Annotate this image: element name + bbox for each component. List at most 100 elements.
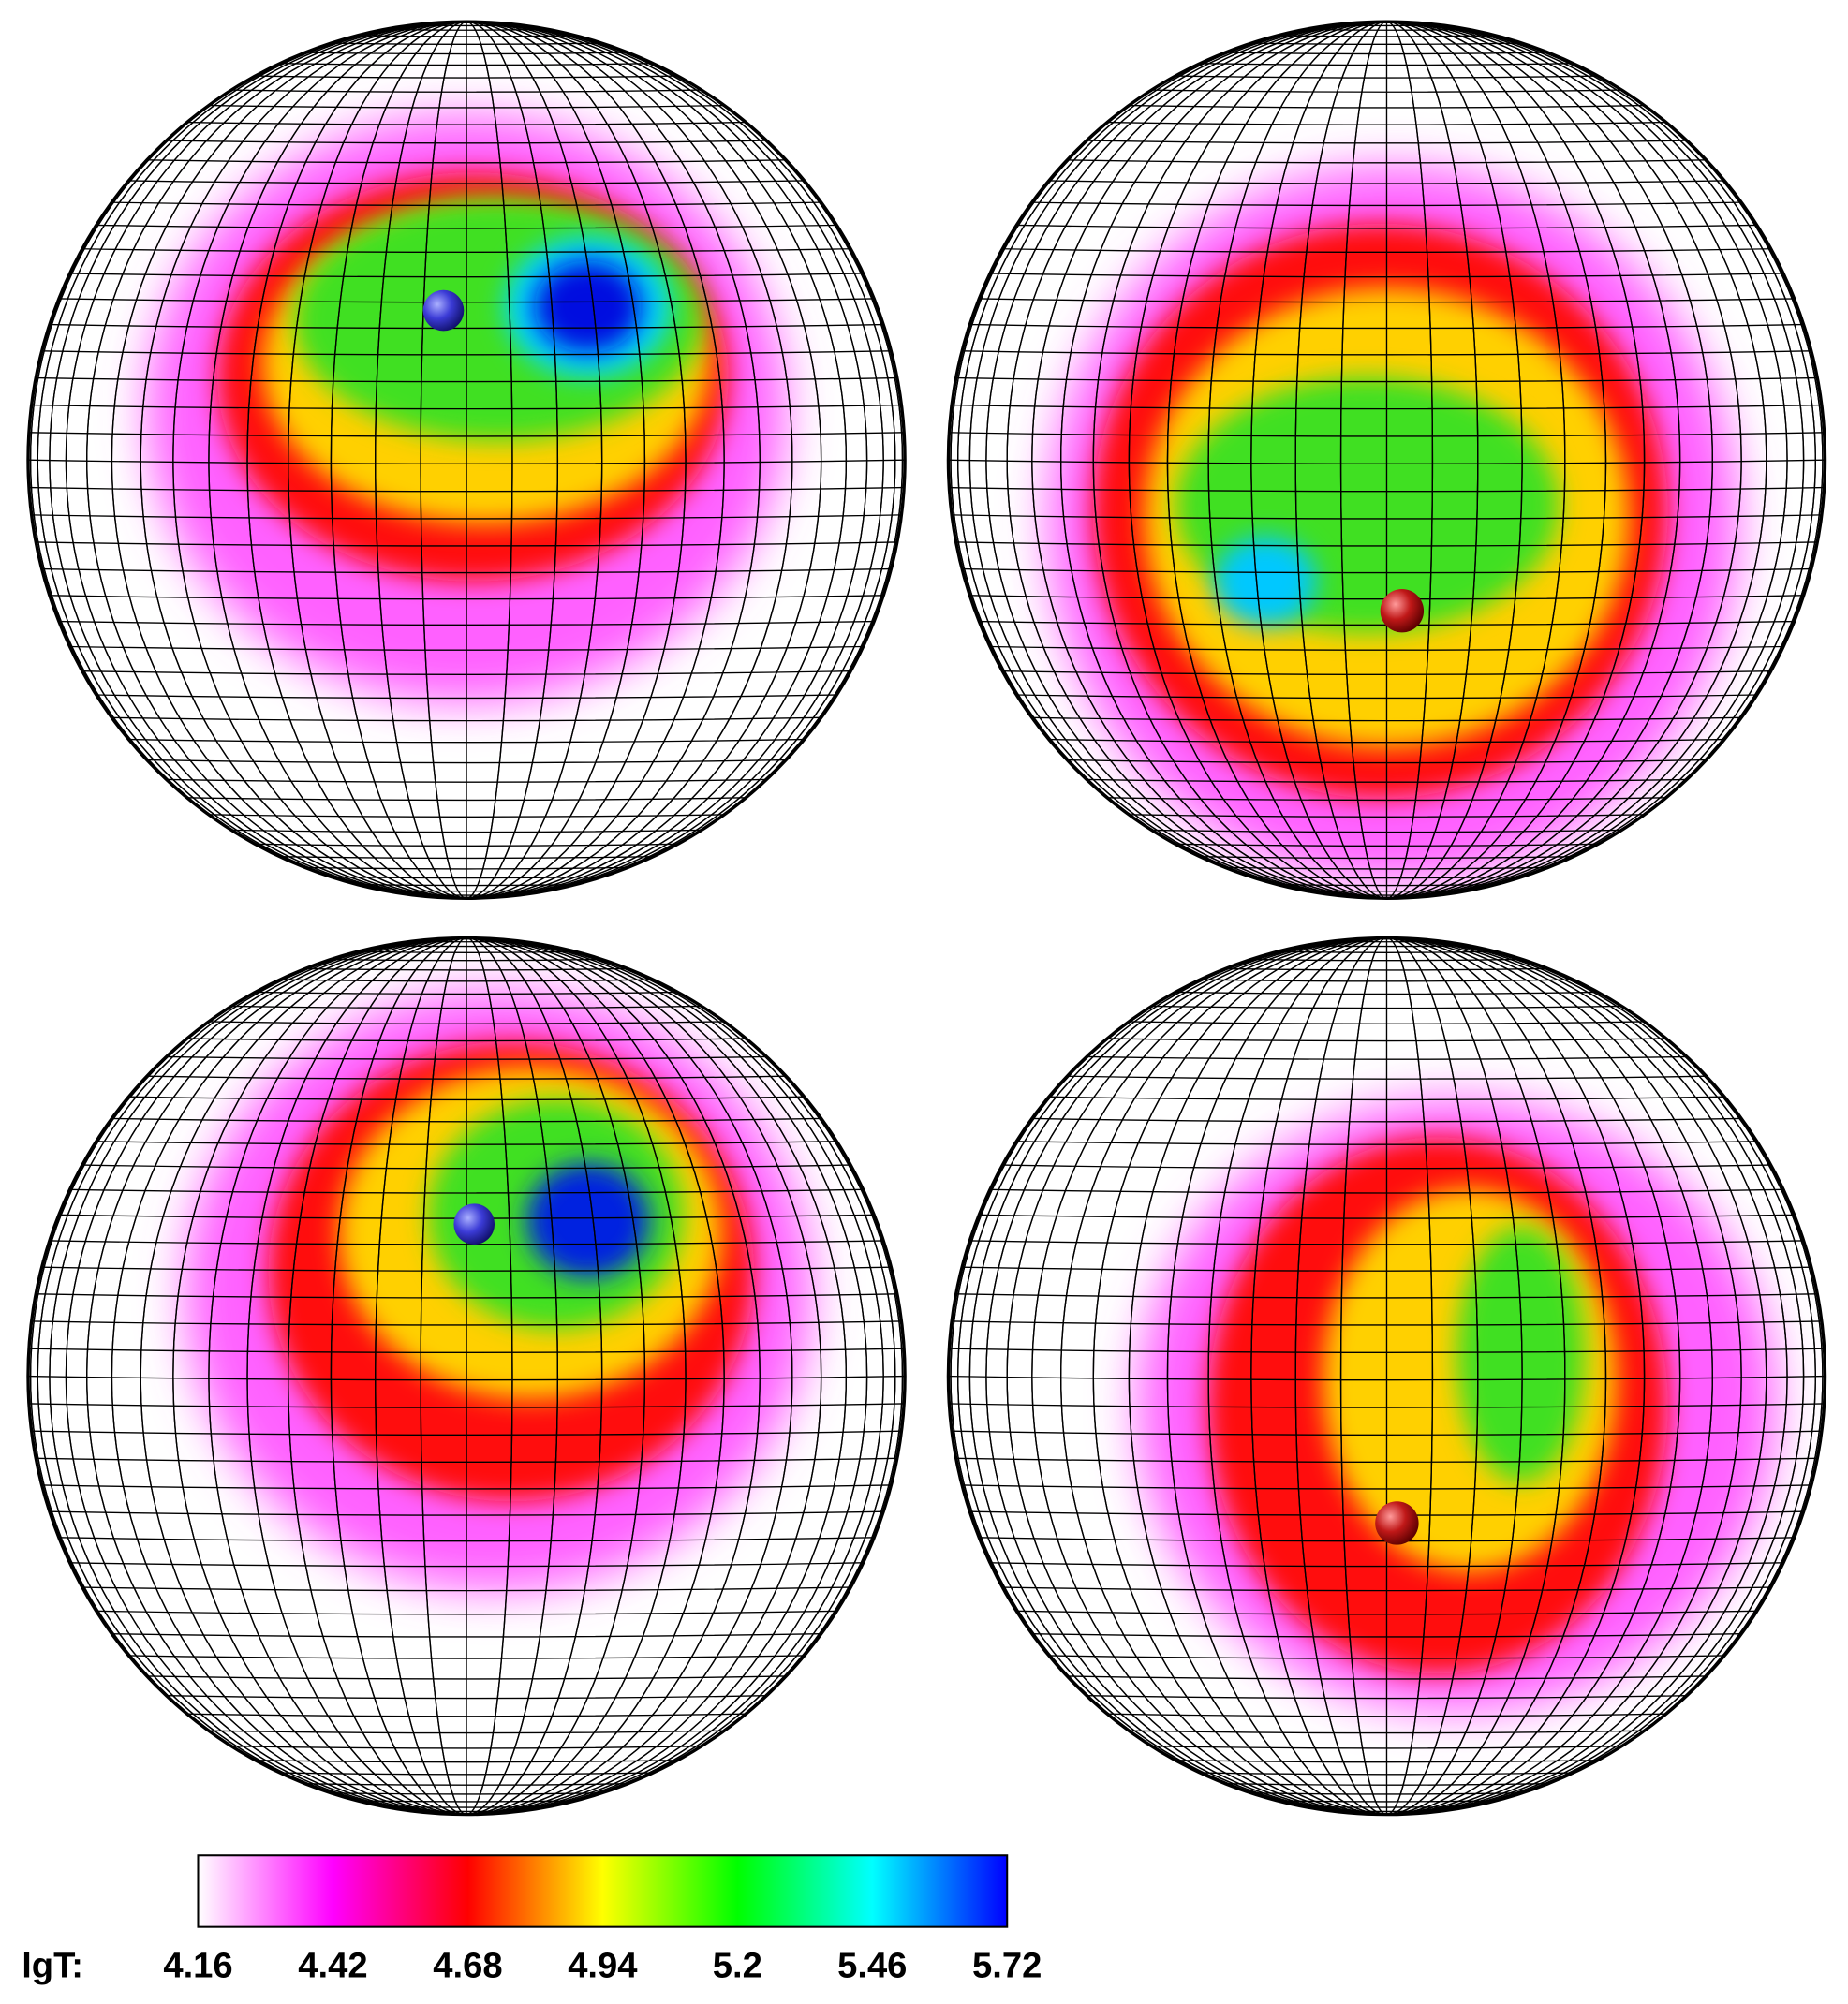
colorbar-tick-label: 4.42	[298, 1945, 367, 1985]
latitude-line	[1002, 1164, 1771, 1170]
latitude-line	[166, 778, 767, 783]
latitude-line	[979, 298, 1795, 303]
latitude-line	[1016, 694, 1757, 700]
latitude-line	[146, 759, 787, 764]
latitude-line	[111, 1632, 821, 1638]
latitude-line	[952, 1320, 1822, 1326]
latitude-line	[955, 541, 1818, 547]
latitude-line	[41, 567, 892, 574]
latitude-line	[1067, 159, 1707, 164]
latitude-line	[69, 1188, 864, 1194]
latitude-line	[41, 350, 892, 356]
spheres: lgT: 4.16 4.42 4.68 4.94 5.2 5.46 5.72	[22, 20, 1827, 1985]
latitude-line	[81, 670, 851, 675]
latitude-line	[1107, 797, 1666, 802]
latitude-line	[49, 1510, 884, 1516]
latitude-line	[81, 1586, 851, 1592]
latitude-line	[96, 224, 837, 229]
colorbar: lgT: 4.16 4.42 4.68 4.94 5.2 5.46 5.72	[22, 1854, 1042, 1985]
sphere-grid	[946, 20, 1827, 900]
colorbar-label: lgT:	[22, 1945, 83, 1985]
latitude-line	[1031, 201, 1742, 207]
latitude-line	[128, 738, 805, 744]
latitude-line	[28, 432, 905, 437]
latitude-line	[1087, 1695, 1687, 1700]
latitude-line	[31, 1430, 902, 1436]
latitude-line	[1067, 759, 1707, 764]
latitude-line	[952, 1430, 1822, 1436]
latitude-line	[231, 829, 702, 833]
latitude-line	[58, 1537, 875, 1542]
latitude-line	[111, 716, 821, 722]
latitude-line	[952, 404, 1822, 410]
colorbar-tick-label: 5.2	[713, 1945, 762, 1985]
latitude-line	[31, 1320, 902, 1326]
latitude-line	[58, 298, 875, 303]
sphere-outline	[26, 20, 907, 900]
sphere-outline	[26, 936, 907, 1817]
latitude-line	[989, 1562, 1783, 1568]
latitude-line	[969, 323, 1804, 330]
latitude-line	[948, 459, 1826, 464]
latitude-line	[231, 1746, 702, 1749]
latitude-line	[208, 1730, 725, 1734]
latitude-line	[146, 1075, 787, 1080]
latitude-line	[36, 1293, 897, 1299]
latitude-line	[255, 843, 678, 847]
latitude-line	[81, 1164, 851, 1170]
latitude-line	[69, 273, 864, 278]
latitude-line	[1031, 1117, 1742, 1123]
latitude-line	[949, 1348, 1825, 1353]
latitude-line	[1175, 1760, 1598, 1763]
sphere-outline	[946, 20, 1827, 900]
latitude-line	[949, 1403, 1825, 1408]
latitude-line	[1200, 63, 1574, 66]
sphere-map	[28, 937, 906, 1815]
latitude-line	[255, 75, 678, 79]
latitude-line	[962, 350, 1811, 356]
latitude-line	[255, 1760, 678, 1763]
latitude-line	[111, 201, 821, 207]
latitude-line	[989, 645, 1783, 651]
marker	[1375, 1501, 1419, 1545]
latitude-line	[1225, 967, 1548, 971]
latitude-line	[1002, 670, 1771, 675]
latitude-line	[1107, 1713, 1666, 1717]
latitude-line	[1031, 1632, 1742, 1638]
latitude-line	[231, 1005, 702, 1009]
marker	[1380, 589, 1425, 633]
latitude-line	[989, 1188, 1783, 1194]
latitude-line	[279, 63, 654, 66]
latitude-line	[949, 432, 1825, 437]
colorbar-tick-label: 5.72	[972, 1945, 1042, 1985]
colorbar-tick-label: 5.46	[837, 1945, 907, 1985]
latitude-line	[1002, 1586, 1771, 1592]
latitude-line	[96, 1141, 837, 1145]
latitude-line	[1129, 814, 1645, 818]
latitude-line	[28, 1348, 905, 1353]
latitude-line	[952, 514, 1822, 520]
latitude-line	[1016, 224, 1757, 229]
latitude-line	[1016, 1141, 1757, 1145]
latitude-line	[186, 797, 747, 802]
latitude-line	[128, 1096, 805, 1101]
latitude-line	[36, 541, 897, 547]
latitude-line	[208, 1021, 725, 1025]
colorbar-tick-label: 4.94	[568, 1945, 638, 1985]
sphere-map	[948, 22, 1826, 899]
latitude-line	[955, 1293, 1818, 1299]
latitude-line	[186, 1713, 747, 1717]
latitude-line	[186, 121, 747, 125]
latitude-line	[948, 1375, 1826, 1381]
latitude-line	[949, 486, 1825, 493]
latitude-line	[28, 486, 905, 493]
latitude-line	[1016, 1610, 1757, 1615]
latitude-line	[1151, 89, 1622, 93]
colorbar-scale	[197, 1854, 1009, 1928]
latitude-line	[1048, 1655, 1725, 1659]
latitude-line	[304, 52, 628, 55]
latitude-line	[1175, 75, 1598, 79]
latitude-line	[1048, 1096, 1725, 1101]
